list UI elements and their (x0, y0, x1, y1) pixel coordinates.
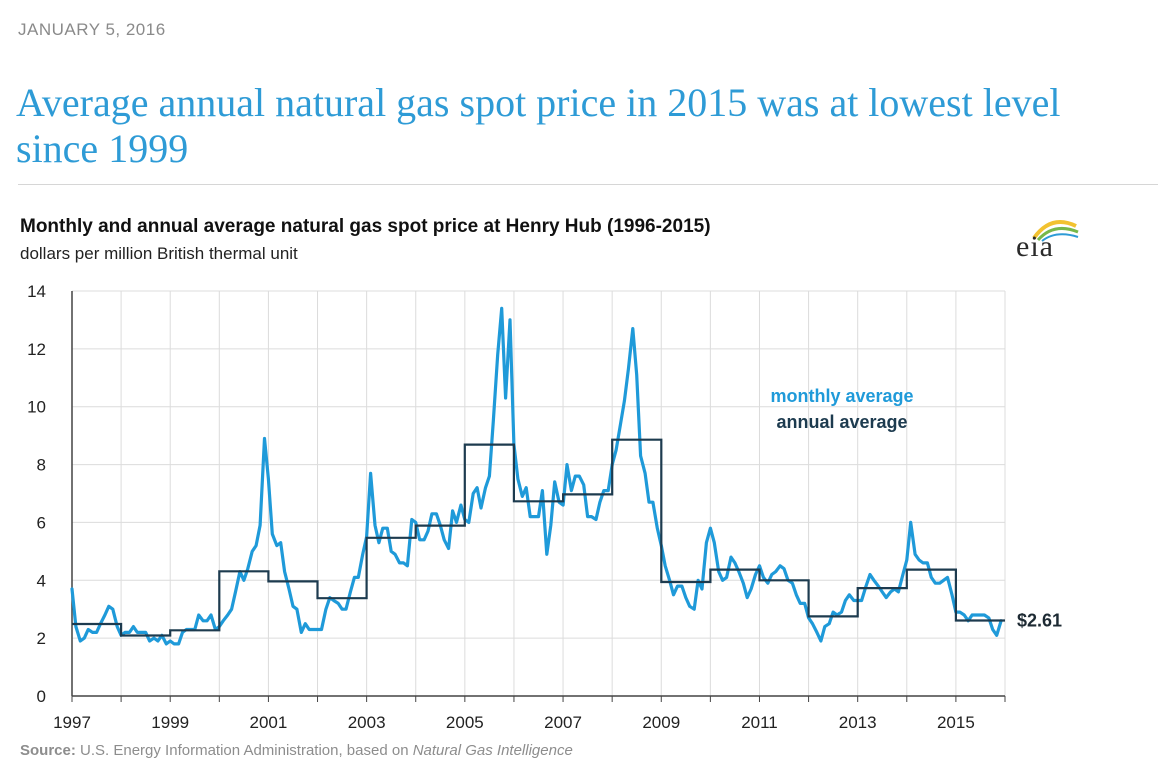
y-tick-label: 8 (37, 456, 46, 475)
y-tick-label: 6 (37, 513, 46, 532)
source-note: Source: U.S. Energy Information Administ… (20, 742, 573, 759)
x-tick-label: 1999 (151, 713, 189, 732)
logo-text: eia (1016, 230, 1054, 263)
x-tick-label: 2015 (937, 713, 975, 732)
divider (18, 184, 1158, 185)
source-italic: Natural Gas Intelligence (412, 742, 573, 759)
logo-arc-icon (1032, 220, 1079, 242)
x-tick-label: 2007 (544, 713, 582, 732)
legend-annual: annual average (776, 412, 907, 432)
x-tick-label: 1997 (53, 713, 91, 732)
end-value-label: $2.61 (1017, 610, 1062, 630)
y-tick-label: 12 (27, 340, 46, 359)
publication-date: JANUARY 5, 2016 (18, 20, 166, 39)
eia-logo: eia (1016, 212, 1086, 267)
legend-monthly: monthly average (770, 386, 913, 406)
y-tick-label: 0 (37, 687, 46, 706)
source-text: U.S. Energy Information Administration, … (75, 742, 413, 759)
x-tick-label: 2005 (446, 713, 484, 732)
headline: Average annual natural gas spot price in… (16, 80, 1061, 171)
y-tick-label: 14 (27, 282, 46, 301)
y-tick-label: 4 (37, 571, 46, 590)
x-tick-label: 2009 (642, 713, 680, 732)
source-label: Source: (20, 742, 76, 759)
y-tick-label: 2 (37, 629, 46, 648)
x-tick-label: 2011 (741, 713, 778, 732)
x-tick-label: 2013 (839, 713, 877, 732)
annual-average-step (72, 438, 1005, 637)
monthly-average-line (70, 306, 1003, 646)
y-tick-label: 10 (27, 398, 46, 417)
x-tick-label: 2001 (250, 713, 288, 732)
x-tick-label: 2003 (348, 713, 386, 732)
chart-title: Monthly and annual average natural gas s… (20, 216, 711, 237)
chart-subtitle: dollars per million British thermal unit (20, 244, 298, 263)
